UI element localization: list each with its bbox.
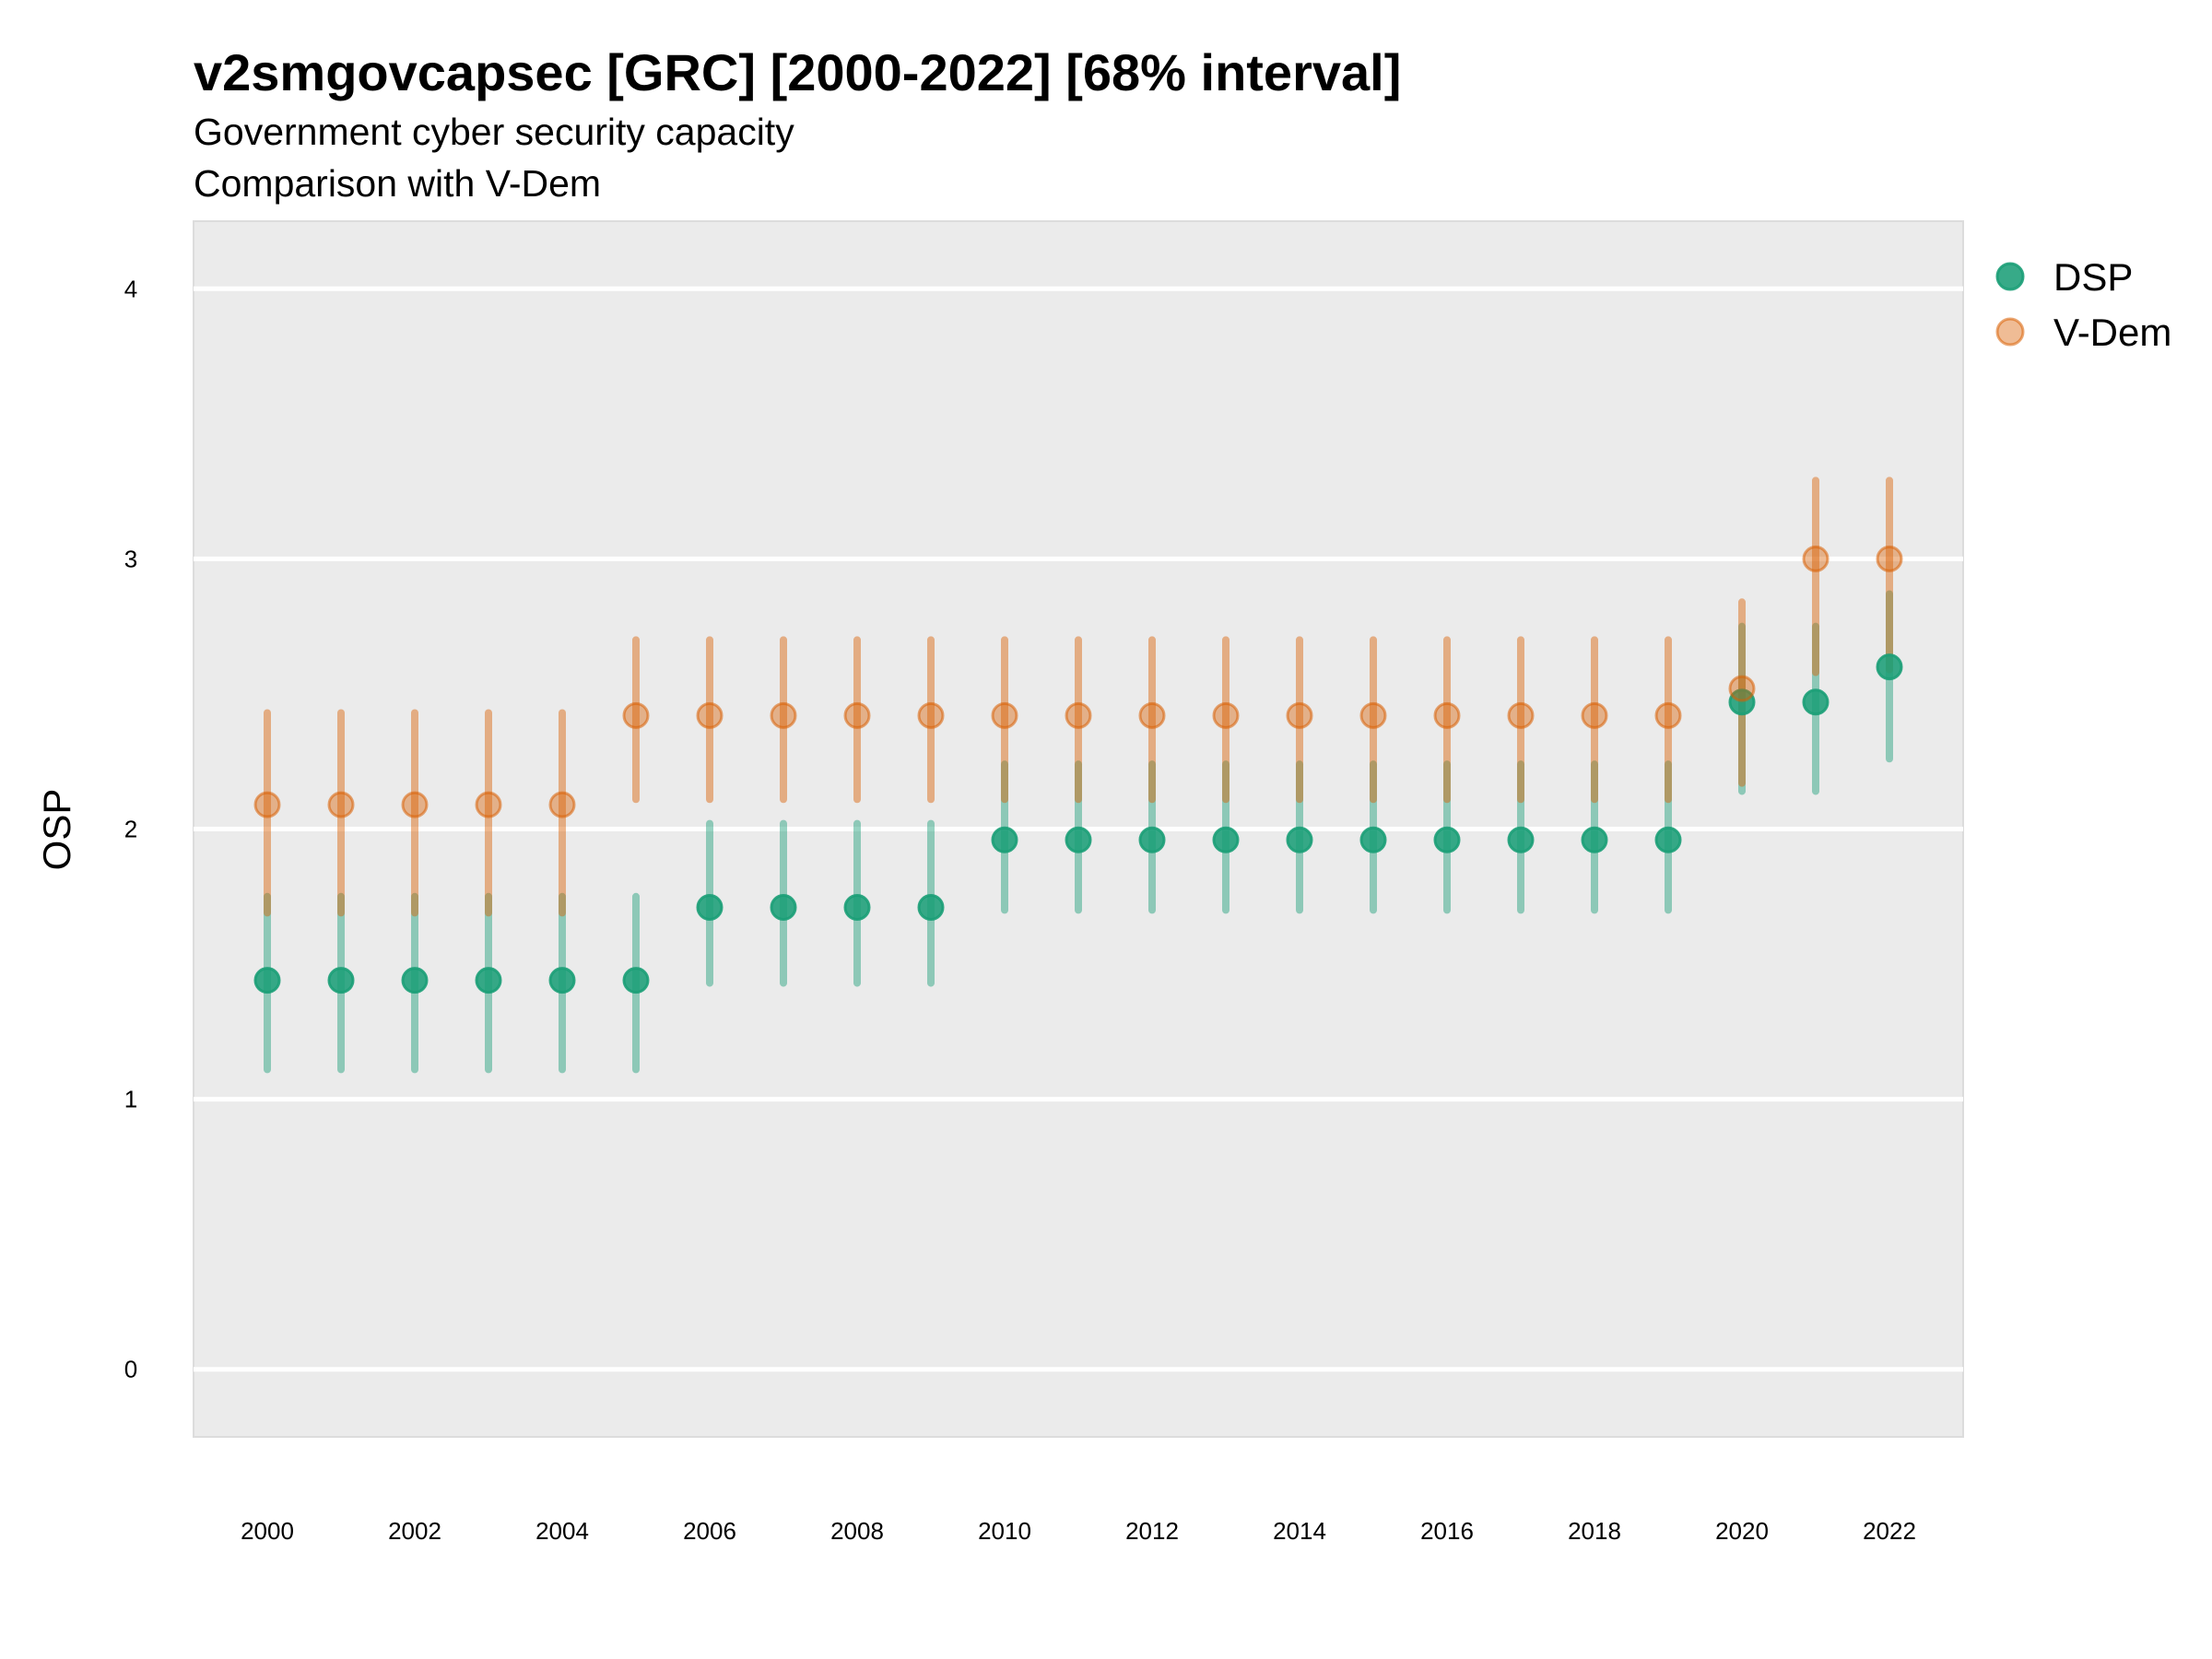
point-dsp — [1359, 826, 1387, 853]
point-vdem — [1581, 701, 1608, 729]
legend-label-dsp: DSP — [2053, 255, 2133, 299]
point-dsp — [770, 894, 797, 922]
point-dsp — [1728, 688, 1756, 716]
point-dsp — [1802, 688, 1830, 716]
point-vdem — [1507, 701, 1535, 729]
point-dsp — [1581, 826, 1608, 853]
point-dsp — [548, 967, 576, 994]
chart-title: v2smgovcapsec [GRC] [2000-2022] [68% int… — [194, 43, 1401, 101]
x-tick-label: 2004 — [535, 1517, 589, 1545]
point-vdem — [1065, 701, 1092, 729]
x-tick-label: 2006 — [683, 1517, 736, 1545]
series-layer — [253, 477, 1903, 1074]
legend-key-dsp — [1995, 262, 2025, 291]
point-dsp — [327, 967, 355, 994]
chart-subtitle-2: Comparison with V-Dem — [194, 162, 601, 205]
point-vdem — [475, 791, 502, 818]
points-vdem — [253, 545, 1903, 818]
point-dsp — [1433, 826, 1461, 853]
point-vdem — [1138, 701, 1166, 729]
chart-subtitle: Government cyber security capacity — [194, 111, 794, 153]
point-dsp — [1138, 826, 1166, 853]
point-vdem — [1286, 701, 1313, 729]
y-tick-label: 3 — [124, 545, 137, 572]
series-vdem — [264, 477, 1893, 917]
legend-label-vdem: V-Dem — [2053, 311, 2171, 354]
point-vdem — [1876, 545, 1903, 572]
point-vdem — [548, 791, 576, 818]
points-dsp — [253, 653, 1903, 994]
x-tick-label: 2000 — [241, 1517, 294, 1545]
x-tick-label: 2012 — [1125, 1517, 1179, 1545]
legend-key-vdem — [1995, 317, 2025, 347]
gridlines — [194, 286, 1963, 1372]
point-vdem — [917, 701, 945, 729]
point-dsp — [1876, 653, 1903, 681]
point-dsp — [253, 967, 281, 994]
point-vdem — [1212, 701, 1240, 729]
point-dsp — [622, 967, 650, 994]
point-dsp — [401, 967, 429, 994]
point-vdem — [622, 701, 650, 729]
x-tick-label: 2008 — [830, 1517, 884, 1545]
point-vdem — [401, 791, 429, 818]
x-tick-label: 2022 — [1863, 1517, 1916, 1545]
point-vdem — [696, 701, 724, 729]
point-vdem — [327, 791, 355, 818]
x-tick-label: 2018 — [1568, 1517, 1621, 1545]
x-tick-label: 2002 — [388, 1517, 441, 1545]
x-tick-label: 2014 — [1273, 1517, 1326, 1545]
y-tick-label: 2 — [124, 816, 137, 843]
x-tick-label: 2016 — [1420, 1517, 1474, 1545]
legend: DSP V-Dem — [1995, 255, 2171, 354]
point-vdem — [253, 791, 281, 818]
point-vdem — [1802, 545, 1830, 572]
point-vdem — [1433, 701, 1461, 729]
point-dsp — [1507, 826, 1535, 853]
point-vdem — [1654, 701, 1682, 729]
point-dsp — [1286, 826, 1313, 853]
point-dsp — [843, 894, 871, 922]
y-axis-title: OSP — [35, 789, 78, 871]
point-vdem — [1359, 701, 1387, 729]
y-tick-label: 0 — [124, 1356, 137, 1383]
point-vdem — [770, 701, 797, 729]
point-dsp — [475, 967, 502, 994]
y-tick-label: 1 — [124, 1086, 137, 1113]
point-dsp — [696, 894, 724, 922]
y-axis-ticks: 0 1 2 3 4 — [124, 275, 137, 1382]
point-vdem — [1728, 675, 1756, 702]
x-axis-ticks: 2000 2002 2004 2006 2008 2010 2012 2014 2016 2018… — [241, 1517, 1916, 1545]
point-vdem — [843, 701, 871, 729]
point-dsp — [917, 894, 945, 922]
x-tick-label: 2020 — [1715, 1517, 1769, 1545]
point-dsp — [1212, 826, 1240, 853]
x-tick-label: 2010 — [978, 1517, 1031, 1545]
point-vdem — [991, 701, 1018, 729]
y-tick-label: 4 — [124, 275, 137, 302]
point-dsp — [1065, 826, 1092, 853]
point-dsp — [1654, 826, 1682, 853]
point-dsp — [991, 826, 1018, 853]
